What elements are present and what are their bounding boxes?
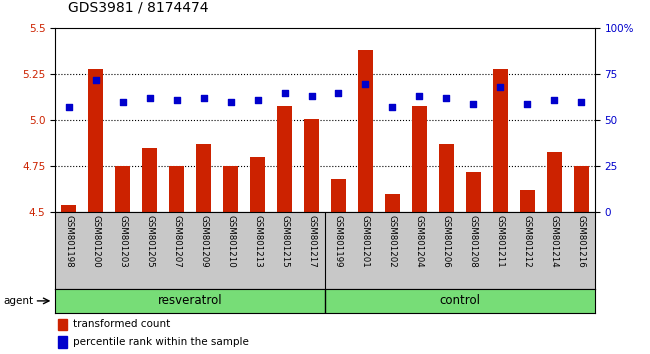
Bar	[58, 319, 68, 330]
Point	[226, 99, 236, 105]
Point	[360, 81, 370, 86]
Text: GSM801203: GSM801203	[118, 215, 127, 267]
Bar	[358, 50, 373, 212]
Point	[576, 99, 586, 105]
Point	[549, 97, 560, 103]
Bar	[169, 166, 184, 212]
Bar	[58, 336, 68, 348]
Bar	[385, 194, 400, 212]
Text: GSM801211: GSM801211	[496, 215, 505, 267]
Bar	[142, 148, 157, 212]
Point	[144, 96, 155, 101]
Bar	[196, 144, 211, 212]
Bar	[61, 205, 76, 212]
Point	[522, 101, 532, 107]
Text: GSM801215: GSM801215	[280, 215, 289, 267]
Bar	[493, 69, 508, 212]
Point	[414, 93, 424, 99]
Point	[333, 90, 344, 96]
Point	[198, 96, 209, 101]
Bar	[115, 166, 130, 212]
Bar	[331, 179, 346, 212]
Text: GSM801217: GSM801217	[307, 215, 316, 267]
Text: GSM801202: GSM801202	[388, 215, 397, 267]
Bar	[574, 166, 589, 212]
Point	[118, 99, 128, 105]
Text: GSM801208: GSM801208	[469, 215, 478, 267]
Bar	[277, 105, 292, 212]
Bar	[304, 119, 319, 212]
Text: GSM801214: GSM801214	[550, 215, 559, 267]
Point	[90, 77, 101, 83]
Text: GSM801209: GSM801209	[199, 215, 208, 267]
Text: GSM801200: GSM801200	[91, 215, 100, 267]
Bar	[223, 166, 238, 212]
Text: GSM801206: GSM801206	[442, 215, 451, 267]
Text: GSM801201: GSM801201	[361, 215, 370, 267]
Bar	[520, 190, 535, 212]
Text: transformed count: transformed count	[73, 319, 170, 329]
Text: GSM801199: GSM801199	[334, 215, 343, 267]
Bar	[88, 69, 103, 212]
Point	[306, 93, 317, 99]
Bar	[466, 172, 481, 212]
Point	[280, 90, 290, 96]
Text: GSM801207: GSM801207	[172, 215, 181, 267]
Point	[495, 84, 506, 90]
Text: resveratrol: resveratrol	[158, 295, 222, 307]
Point	[387, 105, 398, 110]
Text: GDS3981 / 8174474: GDS3981 / 8174474	[68, 0, 209, 14]
Point	[252, 97, 263, 103]
Text: GSM801198: GSM801198	[64, 215, 73, 267]
Text: percentile rank within the sample: percentile rank within the sample	[73, 337, 249, 347]
Bar	[547, 152, 562, 212]
Bar	[412, 105, 427, 212]
Point	[468, 101, 478, 107]
Text: control: control	[439, 295, 480, 307]
Text: GSM801213: GSM801213	[253, 215, 262, 267]
Bar	[439, 144, 454, 212]
Point	[172, 97, 182, 103]
Text: GSM801216: GSM801216	[577, 215, 586, 267]
Bar	[250, 157, 265, 212]
Text: GSM801212: GSM801212	[523, 215, 532, 267]
Point	[64, 105, 74, 110]
Point	[441, 96, 452, 101]
Text: GSM801205: GSM801205	[145, 215, 154, 267]
Text: agent: agent	[3, 296, 33, 306]
Text: GSM801210: GSM801210	[226, 215, 235, 267]
Text: GSM801204: GSM801204	[415, 215, 424, 267]
